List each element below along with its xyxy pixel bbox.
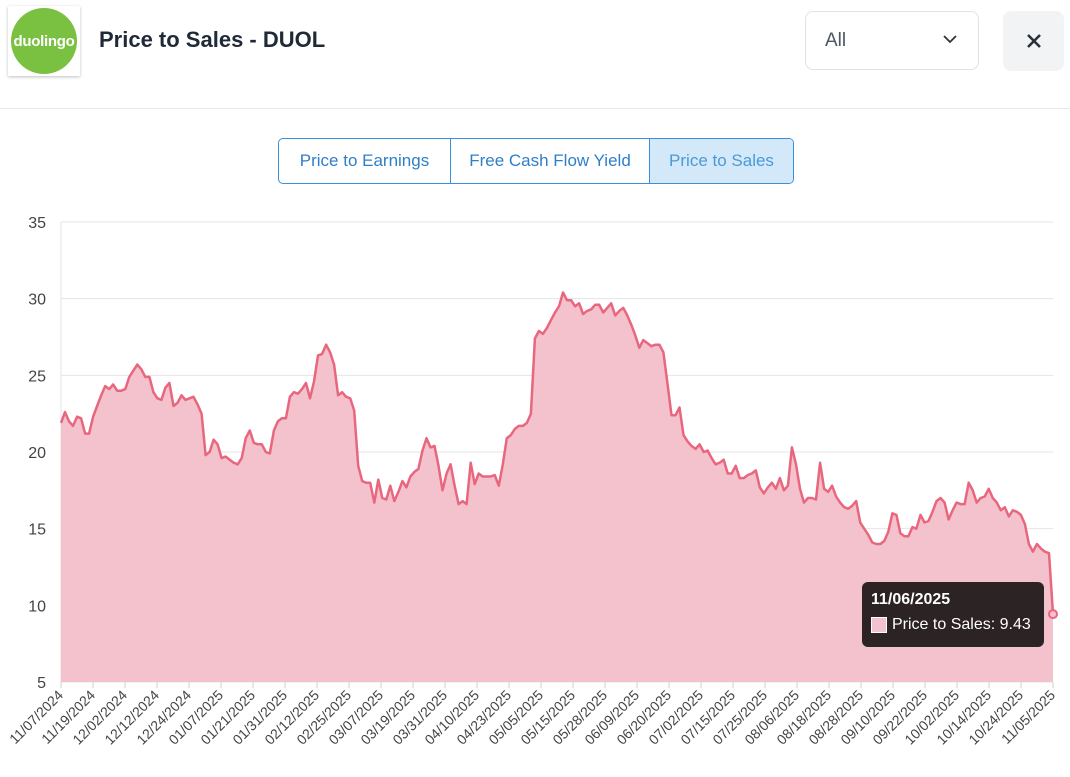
time-range-select[interactable]: All (805, 11, 979, 70)
y-tick-label: 10 (28, 598, 46, 615)
company-logo: duolingo (8, 6, 80, 76)
tab-price-to-sales[interactable]: Price to Sales (649, 139, 793, 183)
tooltip-date: 11/06/2025 (871, 591, 951, 608)
page-title: Price to Sales - DUOL (99, 27, 326, 52)
hover-point[interactable] (1048, 609, 1058, 620)
series-area (61, 292, 1053, 682)
y-tick-label: 30 (28, 292, 46, 309)
close-icon (1026, 34, 1041, 48)
x-axis-ticks: 11/07/202411/19/202412/02/202412/12/2024… (6, 682, 1058, 748)
modal-header: duolingo Price to Sales - DUOL All (0, 0, 1070, 109)
price-to-sales-chart: 5 10 15 20 25 30 35 11/07/202411/19/202412/02/… (6, 215, 1058, 748)
y-tick-label: 35 (28, 215, 46, 232)
metric-tabs: Price to Earnings Free Cash Flow Yield P… (278, 138, 794, 184)
logo-mark: duolingo (11, 8, 77, 74)
tooltip-value: Price to Sales: 9.43 (892, 616, 1031, 633)
tooltip-swatch (871, 617, 887, 633)
close-button[interactable] (1003, 11, 1064, 71)
tab-free-cash-flow-yield[interactable]: Free Cash Flow Yield (450, 139, 649, 183)
chart-tooltip: 11/06/2025 Price to Sales: 9.43 (862, 582, 1044, 647)
chevron-down-icon (943, 35, 957, 44)
y-tick-label: 5 (37, 675, 46, 692)
time-range-value: All (825, 29, 847, 51)
tab-price-to-earnings[interactable]: Price to Earnings (299, 151, 430, 170)
y-tick-label: 20 (28, 445, 46, 462)
y-axis-ticks: 5 10 15 20 25 30 35 (28, 215, 46, 692)
y-tick-label: 15 (28, 522, 46, 539)
series-line (59, 291, 1055, 615)
tooltip-row: Price to Sales: 9.43 (871, 616, 1044, 634)
y-tick-label: 25 (28, 368, 46, 385)
